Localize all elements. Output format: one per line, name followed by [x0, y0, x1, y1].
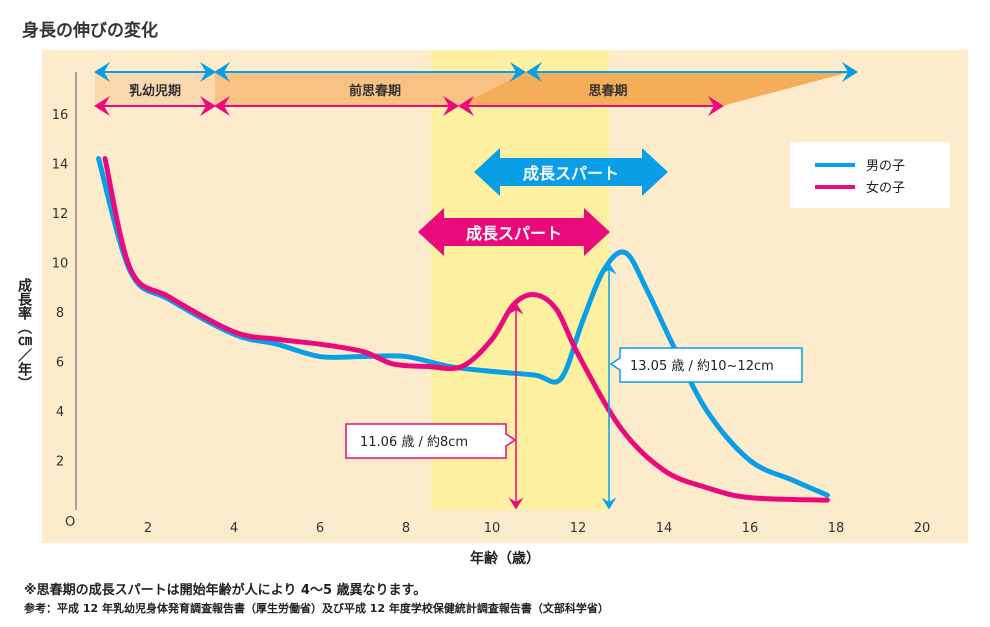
origin-label: O — [65, 515, 75, 530]
x-tick-label: 2 — [144, 521, 152, 536]
x-tick-label: 18 — [828, 521, 845, 536]
x-tick-label: 14 — [656, 521, 673, 536]
source-note: 参考：平成 12 年乳幼児身体発育調査報告書（厚生労働省）及び平成 12 年度学… — [24, 602, 609, 615]
series-line-girl — [102, 156, 830, 503]
boy-annotation-box — [609, 347, 803, 383]
x-axis-label: 年齢（歳） — [470, 550, 540, 567]
boy-spurt-arrow — [474, 148, 668, 196]
y-tick-label: 8 — [56, 306, 64, 321]
y-tick-label: 16 — [52, 108, 69, 123]
x-tick-label: 6 — [316, 521, 324, 536]
x-tick-label: 8 — [402, 521, 410, 536]
girl-annotation-box — [345, 423, 517, 459]
girl-spurt-label: 成長スパート — [466, 224, 562, 243]
x-tick-label: 12 — [570, 521, 587, 536]
x-tick-label: 10 — [484, 521, 501, 536]
period-puberty: 思春期 — [588, 83, 627, 99]
legend-girl: 女の子 — [866, 180, 905, 196]
y-tick-label: 10 — [52, 257, 69, 272]
girl-spurt-arrow — [418, 208, 610, 256]
y-tick-label: 2 — [56, 455, 64, 470]
boy-annotation: 13.05 歳 / 約10~12cm — [630, 359, 774, 374]
y-tick-label: 4 — [56, 405, 64, 420]
legend-boy: 男の子 — [866, 159, 905, 174]
x-tick-label: 16 — [742, 521, 759, 536]
y-tick-label: 12 — [52, 207, 69, 222]
boy-spurt-label: 成長スパート — [523, 164, 619, 183]
period-infancy: 乳幼児期 — [129, 83, 181, 99]
footnote: ※思春期の成長スパートは開始年齢が人により 4～5 歳異なります。 — [24, 583, 427, 598]
girl-annotation: 11.06 歳 / 約8cm — [360, 435, 468, 450]
legend — [790, 142, 950, 208]
x-tick-label: 20 — [914, 521, 931, 536]
y-tick-label: 6 — [56, 356, 64, 371]
y-tick-label: 14 — [52, 158, 69, 173]
y-axis-label: 成長率（㎝／年） — [16, 277, 33, 390]
period-prepuberty: 前思春期 — [349, 83, 401, 99]
chart-title: 身長の伸びの変化 — [22, 21, 158, 41]
x-tick-label: 4 — [230, 521, 238, 536]
